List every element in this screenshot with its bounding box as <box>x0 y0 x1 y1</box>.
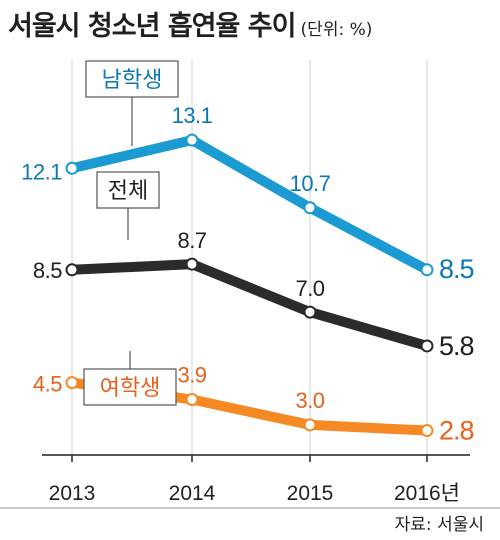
data-point <box>420 339 434 353</box>
data-label: 8.7 <box>177 228 206 253</box>
legend-box-전체 <box>96 171 160 209</box>
source-note: 자료: 서울시 <box>394 515 484 535</box>
data-label: 3.9 <box>177 363 206 388</box>
data-label: 12.1 <box>21 159 62 184</box>
legend-box-여학생 <box>83 368 177 406</box>
legend-label-여학생: 여학생 <box>100 376 161 401</box>
x-tick-label: 2013 <box>49 482 96 505</box>
data-label: 8.5 <box>439 254 474 284</box>
legend-label-남학생: 남학생 <box>102 68 163 93</box>
x-tick-label: 2014 <box>169 482 216 505</box>
legend-box-남학생 <box>85 60 179 98</box>
data-point <box>303 305 317 319</box>
chart-title-block: 서울시 청소년 흡연율 추이 (단위: %) <box>8 4 372 43</box>
data-label: 5.8 <box>439 331 474 361</box>
data-label: 7.0 <box>295 276 324 301</box>
data-point <box>65 376 79 390</box>
data-point <box>185 257 199 271</box>
series-line-전체 <box>71 259 429 351</box>
data-point <box>65 263 79 277</box>
data-point <box>420 424 434 438</box>
data-point <box>185 393 199 407</box>
data-label: 3.0 <box>295 388 324 413</box>
data-label: 8.5 <box>33 258 62 283</box>
data-point <box>65 161 79 175</box>
data-label: 13.1 <box>172 103 213 128</box>
unit-label: (단위: %) <box>300 20 373 40</box>
data-point <box>185 133 199 147</box>
x-tick-label: 2015 <box>287 482 334 505</box>
data-label: 4.5 <box>33 372 62 397</box>
data-label: 2.8 <box>439 416 474 446</box>
x-tick-label: 2016년 <box>394 482 460 505</box>
series-line-남학생 <box>70 135 430 275</box>
legend-label-전체: 전체 <box>108 179 148 204</box>
chart-title: 서울시 청소년 흡연율 추이 <box>8 11 296 42</box>
data-point <box>420 263 434 277</box>
data-point <box>303 201 317 215</box>
data-point <box>303 418 317 432</box>
data-label: 10.7 <box>290 171 331 196</box>
